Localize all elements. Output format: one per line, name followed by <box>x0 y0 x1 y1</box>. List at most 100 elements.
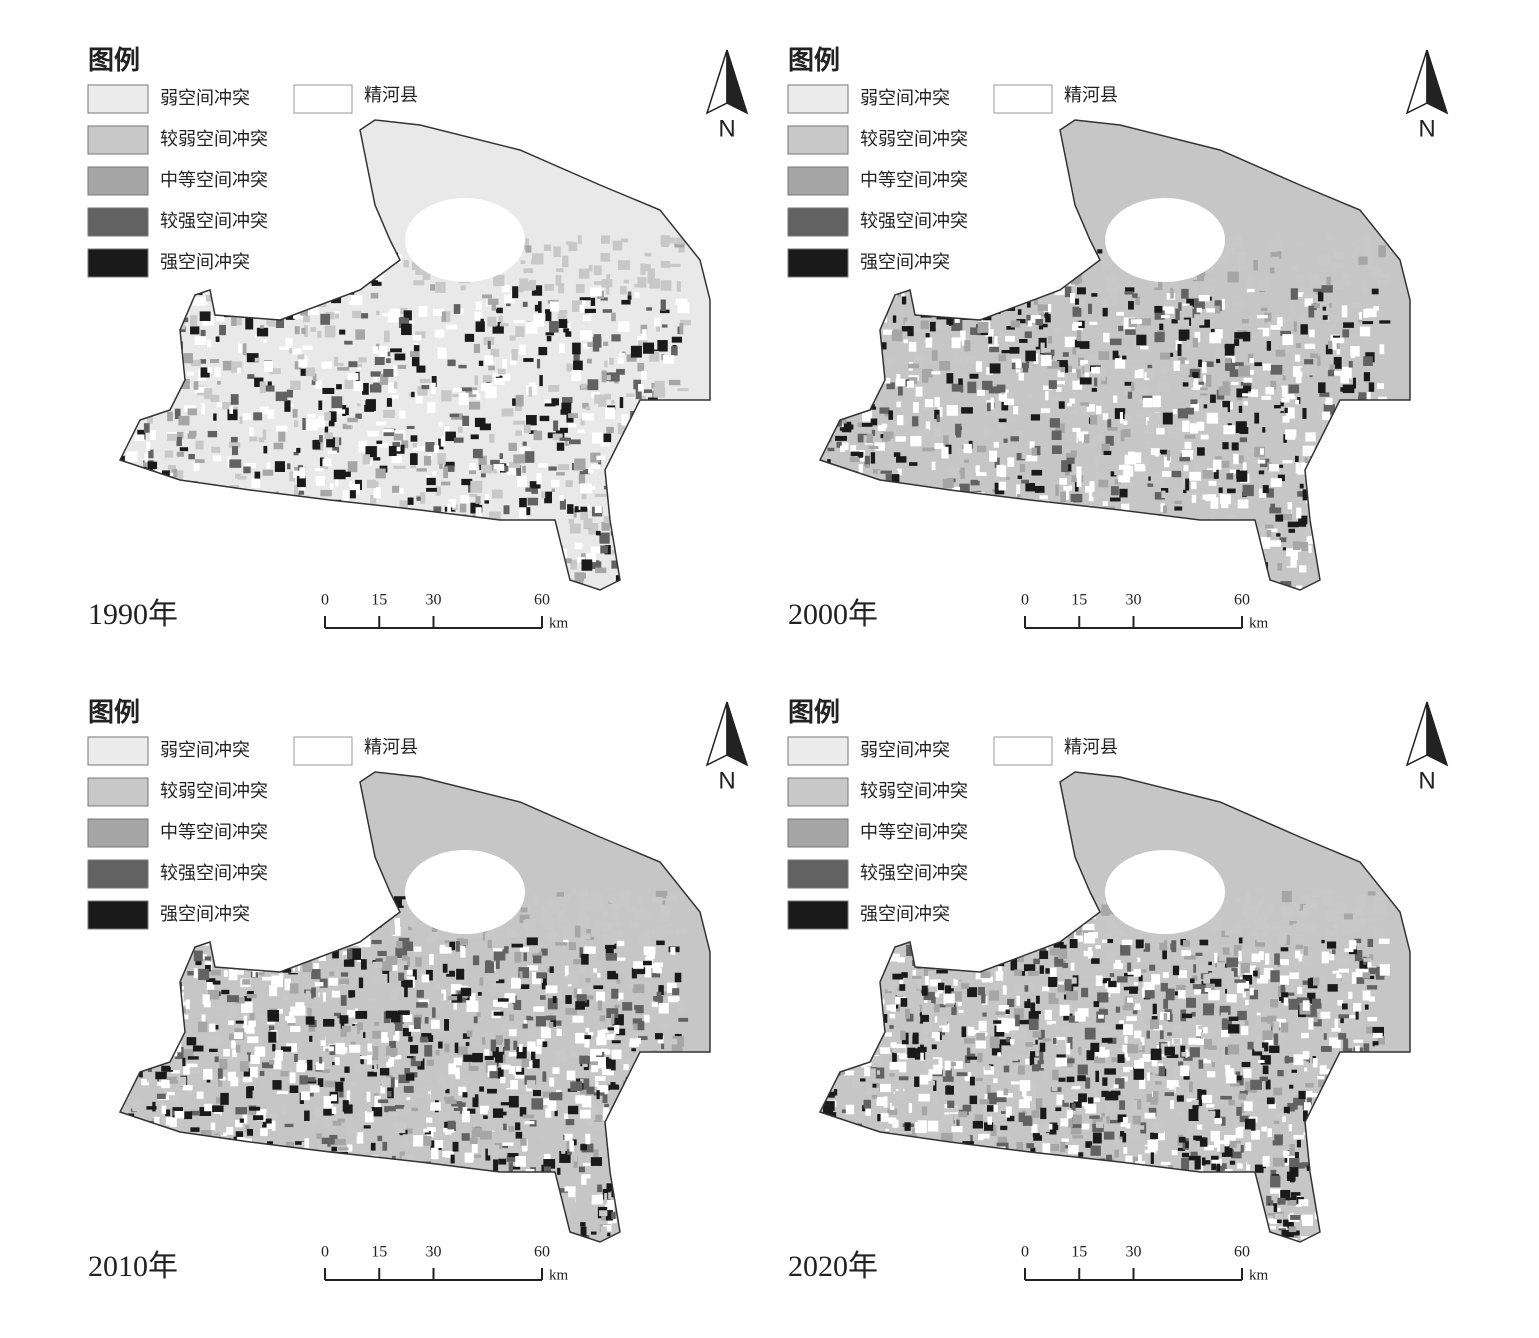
cell <box>882 544 888 551</box>
cell <box>574 572 585 582</box>
scale-label: 60 <box>534 592 550 609</box>
cell <box>616 1028 626 1036</box>
legend-swatch <box>87 84 149 114</box>
cell <box>624 905 636 913</box>
cell <box>880 434 886 439</box>
cell <box>892 315 897 323</box>
cell <box>374 1021 380 1026</box>
cell <box>349 1044 361 1053</box>
cell <box>531 1051 536 1060</box>
cell <box>930 511 935 519</box>
cell <box>136 1203 149 1214</box>
cell <box>1173 279 1180 290</box>
cell <box>633 1225 643 1238</box>
cell <box>512 1220 522 1231</box>
cell <box>1163 505 1168 514</box>
cell <box>165 562 175 573</box>
cell <box>1124 287 1135 293</box>
cell <box>580 330 592 341</box>
cell <box>960 502 972 513</box>
cell <box>1264 277 1271 290</box>
cell <box>1070 293 1075 304</box>
cell <box>248 1108 256 1116</box>
cell <box>582 999 590 1007</box>
cell <box>403 904 409 908</box>
cell <box>1235 522 1246 529</box>
cell <box>993 561 1000 571</box>
cell <box>303 325 308 337</box>
cell <box>543 917 553 930</box>
cell <box>487 550 497 561</box>
cell <box>1282 334 1294 345</box>
cell <box>1351 576 1357 585</box>
cell <box>1209 526 1217 533</box>
cell <box>194 336 207 345</box>
cell <box>216 402 223 408</box>
cell <box>430 544 442 556</box>
cell <box>334 593 345 597</box>
cell <box>501 285 511 293</box>
cell <box>442 963 448 973</box>
cell <box>949 241 958 250</box>
cell <box>1100 569 1107 573</box>
cell <box>1180 348 1184 356</box>
cell <box>367 1071 377 1077</box>
cell <box>538 346 548 356</box>
cell <box>1225 549 1229 558</box>
cell <box>571 370 582 381</box>
cell <box>424 1225 432 1237</box>
cell <box>167 472 174 476</box>
cell <box>570 1051 579 1058</box>
cell <box>1112 561 1119 565</box>
cell <box>1376 440 1384 448</box>
cell <box>532 951 543 958</box>
cell <box>229 459 242 468</box>
cell <box>641 1211 652 1223</box>
legend-label: 弱空间冲突 <box>160 88 250 108</box>
cell <box>1079 341 1090 349</box>
cell <box>1064 251 1076 264</box>
cell <box>401 921 409 933</box>
cell <box>489 1071 498 1079</box>
cell <box>1089 554 1100 565</box>
cell <box>276 425 288 432</box>
cell <box>959 532 968 543</box>
cell <box>213 949 218 958</box>
cell <box>1054 573 1063 584</box>
cell <box>506 1238 517 1242</box>
cell <box>446 1245 451 1256</box>
cell <box>1350 488 1356 497</box>
cell <box>394 563 407 571</box>
legend-label: 中等空间冲突 <box>160 170 268 190</box>
cell <box>669 548 673 552</box>
cell <box>1191 494 1197 503</box>
cell <box>379 907 384 918</box>
cell <box>1105 275 1111 287</box>
cell <box>418 305 428 317</box>
cell <box>962 312 973 318</box>
cell <box>604 1049 611 1055</box>
cell <box>1158 380 1169 392</box>
cell <box>207 1206 212 1210</box>
cell <box>1107 419 1112 428</box>
north-label: N <box>718 115 735 142</box>
cell <box>447 996 458 1001</box>
cell <box>1162 516 1172 526</box>
cell <box>352 310 362 319</box>
cell <box>472 1127 483 1137</box>
cell <box>394 1020 403 1032</box>
cell <box>1076 368 1082 379</box>
cell <box>191 1152 202 1164</box>
cell <box>440 1174 448 1186</box>
cell <box>256 1241 267 1242</box>
cell <box>939 361 951 371</box>
cell <box>866 433 873 444</box>
cell <box>267 500 274 509</box>
cell <box>1089 321 1098 325</box>
cell <box>600 297 608 301</box>
cell <box>825 506 837 515</box>
cell <box>1377 396 1387 408</box>
cell <box>1118 472 1130 483</box>
cell <box>186 1063 198 1068</box>
cell <box>827 519 832 527</box>
